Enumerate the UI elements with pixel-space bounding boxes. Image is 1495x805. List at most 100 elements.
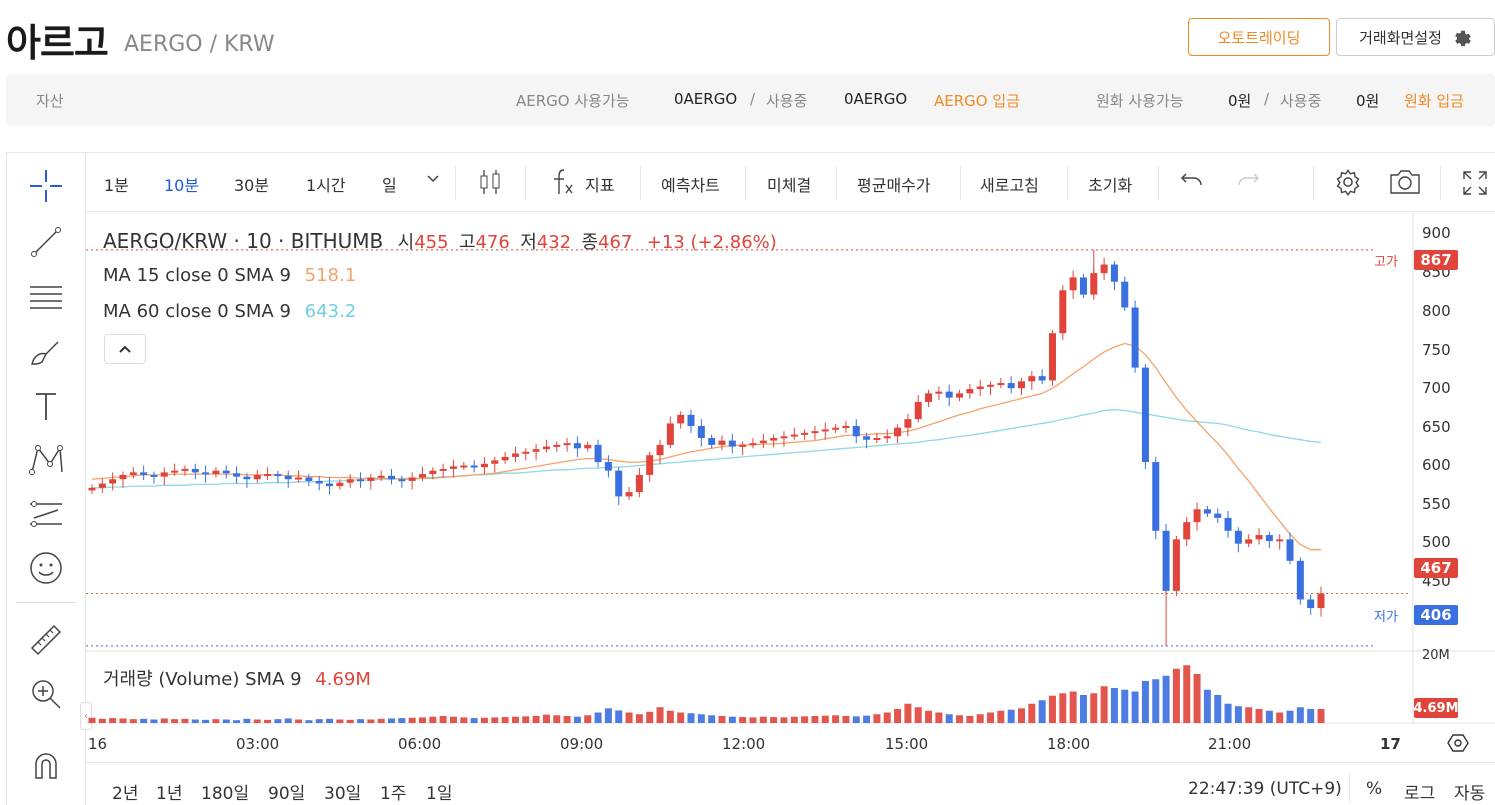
candle [904,419,912,428]
candle [976,386,984,390]
range-180d[interactable]: 180일 [201,784,250,804]
auto-scale-button[interactable]: 자동 [1454,784,1486,804]
candle [367,477,375,481]
volume-bar [863,715,871,723]
volume-bar [1090,693,1098,723]
interval-day[interactable]: 일 [382,176,397,195]
avg-price-button[interactable]: 평균매수가 [857,176,931,195]
volume-bar [1276,712,1284,723]
candle [1007,383,1015,389]
krw-deposit-link[interactable]: 원화 입금 [1404,92,1464,110]
candle [790,434,798,437]
collapse-legend-button[interactable] [104,334,146,364]
interval-1m[interactable]: 1분 [104,176,129,195]
time-tick: 16 [88,735,108,753]
magnet-icon[interactable] [26,746,66,786]
crosshair-icon[interactable] [26,166,66,206]
fullscreen-icon[interactable] [1462,170,1488,200]
candle [1172,539,1180,591]
range-30d[interactable]: 30일 [324,784,362,804]
symbol-label: AERGO/KRW · 10 · BITHUMB [103,229,384,253]
range-1y[interactable]: 1년 [156,784,183,804]
volume-bar [1110,688,1118,723]
separator: / [750,90,756,108]
candle [1152,462,1160,531]
chart-frame [6,152,1495,805]
screen-settings-button[interactable]: 거래화면설정 [1336,18,1495,56]
toolbar-divider [836,166,837,200]
refresh-button[interactable]: 새로고침 [980,176,1039,195]
volume-tick: 20M [1422,648,1450,663]
aergo-deposit-link[interactable]: AERGO 입금 [934,92,1020,110]
volume-tag: 4.69M [1414,698,1459,718]
candle [253,474,261,480]
ruler-icon[interactable] [26,620,66,660]
chevron-down-icon[interactable] [426,170,440,189]
volume-bar [160,718,168,723]
range-90d[interactable]: 90일 [268,784,306,804]
candle [460,465,468,468]
range-1w[interactable]: 1주 [380,784,407,804]
chart-settings-icon[interactable] [1334,168,1362,200]
axis-settings-icon[interactable] [1447,732,1469,758]
volume-bar [1296,707,1304,723]
candle [501,456,509,461]
unfilled-orders-button[interactable]: 미체결 [767,176,812,195]
emoji-icon[interactable] [26,548,66,588]
volume-bar [357,719,365,723]
volume-bar [708,715,716,723]
redo-icon[interactable] [1236,170,1260,194]
ma60-value: 643.2 [304,301,357,322]
volume-bar [191,719,199,723]
volume-bar [470,718,478,723]
volume-bar [305,720,313,723]
volume-bar [832,715,840,723]
brush-icon[interactable] [26,332,66,372]
time-tick: 03:00 [236,735,280,753]
volume-bar [594,712,602,723]
volume-bar [728,716,736,723]
candle [140,472,148,475]
candle [863,436,871,440]
range-2y[interactable]: 2년 [112,784,139,804]
volume-bar [821,715,829,723]
candle [243,476,251,480]
volume-bar [532,716,540,723]
time-tick: 21:00 [1208,735,1252,753]
camera-icon[interactable] [1388,168,1422,200]
interval-30m[interactable]: 30분 [234,176,270,195]
candle [470,465,478,468]
candle [739,444,747,447]
volume-sma-value: 4.69M [315,669,371,690]
fib-lines-icon[interactable] [26,277,66,317]
auto-trading-button[interactable]: 오토트레이딩 [1188,18,1330,56]
percent-scale-button[interactable]: % [1366,779,1383,799]
prediction-chart-button[interactable]: 예측차트 [661,176,720,195]
indicator-fx-icon[interactable] [550,167,576,201]
candle [449,466,457,469]
log-scale-button[interactable]: 로그 [1404,784,1436,804]
indicators-button[interactable]: 지표 [585,176,615,195]
reset-button[interactable]: 초기화 [1088,176,1133,195]
price-chart[interactable] [86,213,1495,761]
candle [305,477,313,481]
candle [160,472,168,477]
volume-bar [88,717,96,723]
volume-bar [511,716,519,723]
trend-line-icon[interactable] [26,222,66,262]
candle-type-icon[interactable] [478,168,502,200]
undo-icon[interactable] [1180,170,1204,194]
zoom-in-icon[interactable] [26,674,66,714]
pattern-icon[interactable] [26,440,66,480]
interval-10m[interactable]: 10분 [164,176,200,195]
forecast-icon[interactable] [26,494,66,534]
text-tool-icon[interactable] [26,386,66,426]
range-1d[interactable]: 1일 [426,784,453,804]
aergo-available-label: AERGO 사용가능 [516,92,630,110]
candle [1286,539,1294,561]
interval-1h[interactable]: 1시간 [306,176,346,195]
volume-bar [1203,689,1211,723]
volume-bar [1141,681,1149,723]
toolbar-divider [1440,166,1441,200]
volume-bar [1038,700,1046,723]
